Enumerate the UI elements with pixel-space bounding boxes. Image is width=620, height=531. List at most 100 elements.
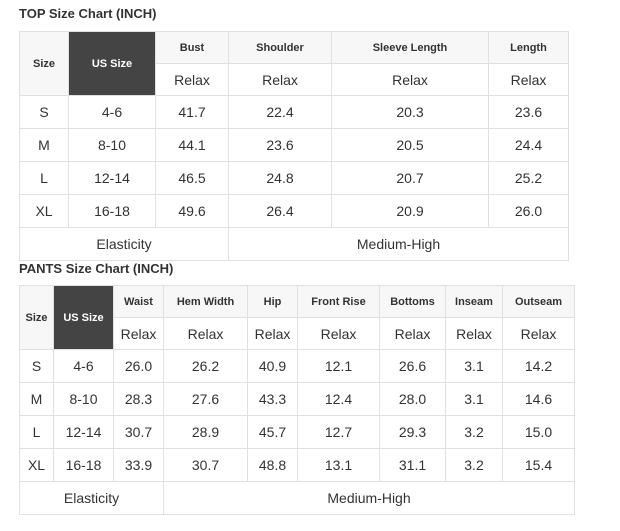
table-cell: 30.7 <box>163 448 248 482</box>
table-cell: 45.7 <box>247 415 298 449</box>
table-cell: 48.8 <box>247 448 298 482</box>
us-size-header: US Size <box>53 285 114 350</box>
table-row: M 8-10 44.1 23.6 20.5 24.4 <box>19 128 569 162</box>
table-row: S 4-6 41.7 22.4 20.3 23.6 <box>19 95 569 129</box>
fit-subheader: Relax <box>228 63 332 96</box>
fit-subheader: Relax <box>247 317 298 350</box>
table-cell: 12.1 <box>297 349 380 383</box>
table-cell: 8-10 <box>53 382 114 416</box>
table-cell: 20.7 <box>331 161 489 195</box>
fit-subheader: Relax <box>331 63 489 96</box>
elasticity-value: Medium-High <box>163 481 575 515</box>
table-cell: 28.0 <box>379 382 446 416</box>
table-cell: L <box>19 415 54 449</box>
top-size-table: Size US Size Bust Shoulder Sleeve Length Leng… <box>19 31 569 261</box>
table-cell: 27.6 <box>163 382 248 416</box>
elasticity-label: Elasticity <box>19 481 164 515</box>
table-cell: 3.1 <box>445 382 503 416</box>
elasticity-label: Elasticity <box>19 227 229 261</box>
table-cell: 4-6 <box>68 95 156 129</box>
table-cell: XL <box>19 194 69 228</box>
fit-subheader: Relax <box>155 63 229 96</box>
column-header: Bottoms <box>379 285 446 318</box>
pants-chart-title: PANTS Size Chart (INCH) <box>19 261 174 276</box>
column-header: Shoulder <box>228 31 332 64</box>
table-cell: L <box>19 161 69 195</box>
table-cell: 14.2 <box>502 349 575 383</box>
column-header: Length <box>488 31 569 64</box>
fit-subheader: Relax <box>379 317 446 350</box>
column-header: Front Rise <box>297 285 380 318</box>
table-cell: S <box>19 349 54 383</box>
table-cell: 8-10 <box>68 128 156 162</box>
table-cell: 12-14 <box>53 415 114 449</box>
table-cell: 24.8 <box>228 161 332 195</box>
table-cell: 26.0 <box>488 194 569 228</box>
fit-subheader: Relax <box>445 317 503 350</box>
fit-subheader: Relax <box>502 317 575 350</box>
table-cell: M <box>19 382 54 416</box>
table-cell: 23.6 <box>488 95 569 129</box>
size-header: Size <box>19 31 69 96</box>
table-cell: 26.4 <box>228 194 332 228</box>
table-cell: 3.1 <box>445 349 503 383</box>
elasticity-value: Medium-High <box>228 227 569 261</box>
us-size-header: US Size <box>68 31 156 96</box>
table-cell: 15.4 <box>502 448 575 482</box>
table-cell: 12.4 <box>297 382 380 416</box>
table-cell: 22.4 <box>228 95 332 129</box>
column-header: Sleeve Length <box>331 31 489 64</box>
table-cell: 31.1 <box>379 448 446 482</box>
column-header: Hip <box>247 285 298 318</box>
table-cell: 15.0 <box>502 415 575 449</box>
table-cell: 3.2 <box>445 415 503 449</box>
table-cell: 4-6 <box>53 349 114 383</box>
table-cell: 30.7 <box>113 415 164 449</box>
table-cell: 20.3 <box>331 95 489 129</box>
table-cell: 33.9 <box>113 448 164 482</box>
table-cell: 40.9 <box>247 349 298 383</box>
table-row: XL 16-18 33.9 30.7 48.8 13.1 31.1 3.2 15.4 <box>19 448 575 482</box>
fit-subheader: Relax <box>297 317 380 350</box>
size-header: Size <box>19 285 54 350</box>
fit-subheader: Relax <box>488 63 569 96</box>
table-cell: 24.4 <box>488 128 569 162</box>
top-chart-title: TOP Size Chart (INCH) <box>19 6 157 21</box>
fit-subheader: Relax <box>163 317 248 350</box>
column-header: Bust <box>155 31 229 64</box>
table-cell: 26.6 <box>379 349 446 383</box>
table-row: M 8-10 28.3 27.6 43.3 12.4 28.0 3.1 14.6 <box>19 382 575 416</box>
table-cell: XL <box>19 448 54 482</box>
table-cell: 28.9 <box>163 415 248 449</box>
table-cell: 28.3 <box>113 382 164 416</box>
table-cell: 43.3 <box>247 382 298 416</box>
column-header: Inseam <box>445 285 503 318</box>
table-cell: 49.6 <box>155 194 229 228</box>
table-cell: 16-18 <box>68 194 156 228</box>
table-cell: 20.5 <box>331 128 489 162</box>
table-row: S 4-6 26.0 26.2 40.9 12.1 26.6 3.1 14.2 <box>19 349 575 383</box>
column-header: Waist <box>113 285 164 318</box>
table-cell: 20.9 <box>331 194 489 228</box>
column-header: Hem Width <box>163 285 248 318</box>
table-cell: 3.2 <box>445 448 503 482</box>
table-cell: 46.5 <box>155 161 229 195</box>
table-cell: 13.1 <box>297 448 380 482</box>
fit-subheader: Relax <box>113 317 164 350</box>
table-cell: 26.2 <box>163 349 248 383</box>
table-cell: 12.7 <box>297 415 380 449</box>
table-cell: 14.6 <box>502 382 575 416</box>
column-header: Outseam <box>502 285 575 318</box>
pants-size-table: Size US Size Waist Hem Width Hip Front Rise Bo… <box>19 285 575 515</box>
table-cell: 16-18 <box>53 448 114 482</box>
table-cell: 25.2 <box>488 161 569 195</box>
table-row: L 12-14 46.5 24.8 20.7 25.2 <box>19 161 569 195</box>
table-row: XL 16-18 49.6 26.4 20.9 26.0 <box>19 194 569 228</box>
table-cell: 26.0 <box>113 349 164 383</box>
table-cell: 29.3 <box>379 415 446 449</box>
table-cell: S <box>19 95 69 129</box>
table-row: L 12-14 30.7 28.9 45.7 12.7 29.3 3.2 15.0 <box>19 415 575 449</box>
table-cell: 41.7 <box>155 95 229 129</box>
table-cell: M <box>19 128 69 162</box>
table-cell: 23.6 <box>228 128 332 162</box>
